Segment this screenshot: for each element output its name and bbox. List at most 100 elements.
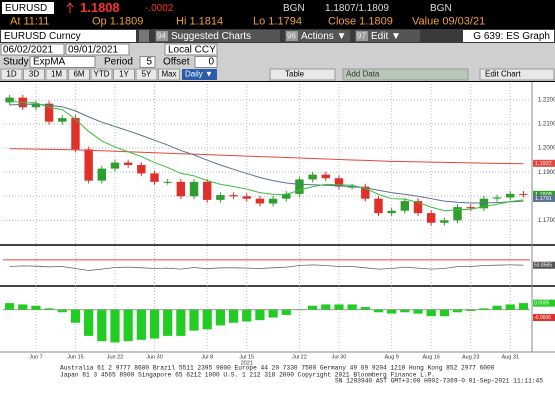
period-field[interactable] bbox=[139, 56, 156, 68]
candle-body bbox=[97, 168, 107, 181]
period-label: 3D bbox=[29, 70, 39, 79]
histogram-bar bbox=[255, 309, 265, 321]
frequency-button[interactable] bbox=[182, 69, 217, 80]
security: EURUSD Curncy bbox=[4, 31, 81, 42]
button-key-box bbox=[286, 31, 298, 41]
close: Close 1.1809 bbox=[328, 15, 393, 27]
histogram-bar bbox=[215, 309, 225, 326]
bid-source: BGN bbox=[283, 3, 305, 14]
candle-body bbox=[308, 174, 317, 180]
histogram-bar bbox=[31, 305, 41, 310]
table-button[interactable] bbox=[269, 68, 336, 81]
hist-tag-label: -0.0006 bbox=[534, 315, 551, 321]
candle-body bbox=[242, 196, 251, 199]
period-label: Max bbox=[161, 70, 176, 79]
period-button[interactable] bbox=[0, 68, 23, 81]
page: G 639: ES Graph bbox=[473, 31, 550, 42]
period-label: YTD bbox=[94, 70, 110, 79]
candle-body bbox=[255, 198, 265, 204]
histogram-bar bbox=[400, 309, 410, 313]
security-field[interactable] bbox=[1, 30, 136, 42]
study-field[interactable] bbox=[29, 56, 96, 68]
end-field[interactable] bbox=[65, 43, 130, 56]
change: -.0002 bbox=[145, 3, 174, 14]
period-label: 1D bbox=[6, 70, 16, 79]
candle-body bbox=[189, 181, 199, 197]
candle-body bbox=[176, 181, 186, 197]
candle-body bbox=[163, 181, 172, 183]
histogram-bar bbox=[308, 305, 318, 310]
security-menu[interactable] bbox=[139, 30, 149, 42]
period-label: 1M bbox=[51, 70, 62, 79]
ticker: EURUSD bbox=[5, 3, 47, 14]
currency-field[interactable] bbox=[164, 43, 218, 56]
candle-body bbox=[110, 162, 120, 169]
period: 5 bbox=[146, 57, 152, 68]
y-tick-label: 1.2200 bbox=[538, 98, 555, 104]
histogram-bar bbox=[228, 309, 239, 323]
edit-chart: Edit Chart bbox=[485, 70, 521, 79]
candle-body bbox=[137, 165, 146, 174]
histogram-bar bbox=[294, 309, 305, 311]
edit-chart-button[interactable] bbox=[479, 68, 555, 81]
price-tag-label: 1.1937 bbox=[535, 161, 552, 167]
candle-body bbox=[440, 220, 449, 223]
period-button[interactable] bbox=[113, 68, 135, 81]
ticker-field[interactable] bbox=[2, 2, 54, 14]
start-field[interactable] bbox=[0, 43, 65, 56]
line bbox=[9, 100, 524, 212]
toolbar-button[interactable] bbox=[155, 30, 280, 42]
histogram-bar bbox=[97, 309, 107, 342]
study-name: ExpMA bbox=[33, 57, 66, 68]
x-tick-label: Aug 31 bbox=[502, 354, 519, 360]
histogram-bar bbox=[347, 304, 357, 310]
button-key-box bbox=[356, 31, 368, 41]
period-button[interactable] bbox=[158, 68, 180, 81]
candle-body bbox=[519, 193, 528, 195]
histogram-bar bbox=[518, 303, 529, 310]
frequency: Daily ▼ bbox=[185, 70, 213, 79]
toolbar-button[interactable] bbox=[355, 30, 420, 42]
candle-body bbox=[31, 103, 41, 108]
histogram-bar bbox=[57, 309, 67, 313]
histogram-bar bbox=[242, 309, 252, 322]
x-tick-label: Jun 30 bbox=[146, 354, 163, 360]
candle-body bbox=[282, 193, 291, 199]
line bbox=[9, 264, 524, 271]
osc-tag bbox=[533, 261, 555, 269]
histogram-bar bbox=[452, 309, 463, 313]
period-label: 5Y bbox=[142, 70, 152, 79]
button-key-box bbox=[156, 31, 168, 41]
price-tag bbox=[533, 190, 555, 198]
table: Table bbox=[285, 70, 305, 79]
histogram-bar bbox=[189, 309, 199, 331]
histogram-bar bbox=[84, 309, 94, 336]
end-date: 09/01/2021 bbox=[68, 45, 118, 56]
price-tag-label: 1.1791 bbox=[535, 196, 552, 202]
period-button[interactable] bbox=[90, 68, 113, 81]
button-label: Suggested Charts bbox=[171, 31, 251, 42]
candle-body bbox=[321, 174, 331, 179]
add-data: Add Data bbox=[346, 70, 380, 79]
histogram-bar bbox=[321, 304, 331, 310]
period-button[interactable] bbox=[45, 68, 68, 81]
offset-field[interactable] bbox=[194, 56, 218, 68]
price-tag-label: 1.1808 bbox=[535, 192, 552, 198]
offset-label: Offset bbox=[163, 57, 190, 68]
histogram-bar bbox=[149, 309, 160, 339]
line bbox=[9, 148, 524, 165]
add-data-field[interactable] bbox=[342, 68, 469, 81]
toolbar-button[interactable] bbox=[285, 30, 350, 42]
hist-tag bbox=[533, 299, 555, 307]
histogram-bar bbox=[413, 309, 423, 314]
candle-body bbox=[374, 198, 383, 214]
period-button[interactable] bbox=[68, 68, 90, 81]
period-button[interactable] bbox=[135, 68, 158, 81]
x-tick-label: Jul 30 bbox=[332, 354, 347, 360]
time: At 11:11 bbox=[10, 15, 49, 27]
candle-body bbox=[466, 207, 475, 209]
period-button[interactable] bbox=[23, 68, 45, 81]
chart-area bbox=[0, 82, 555, 400]
open: Op 1.1809 bbox=[92, 15, 143, 27]
